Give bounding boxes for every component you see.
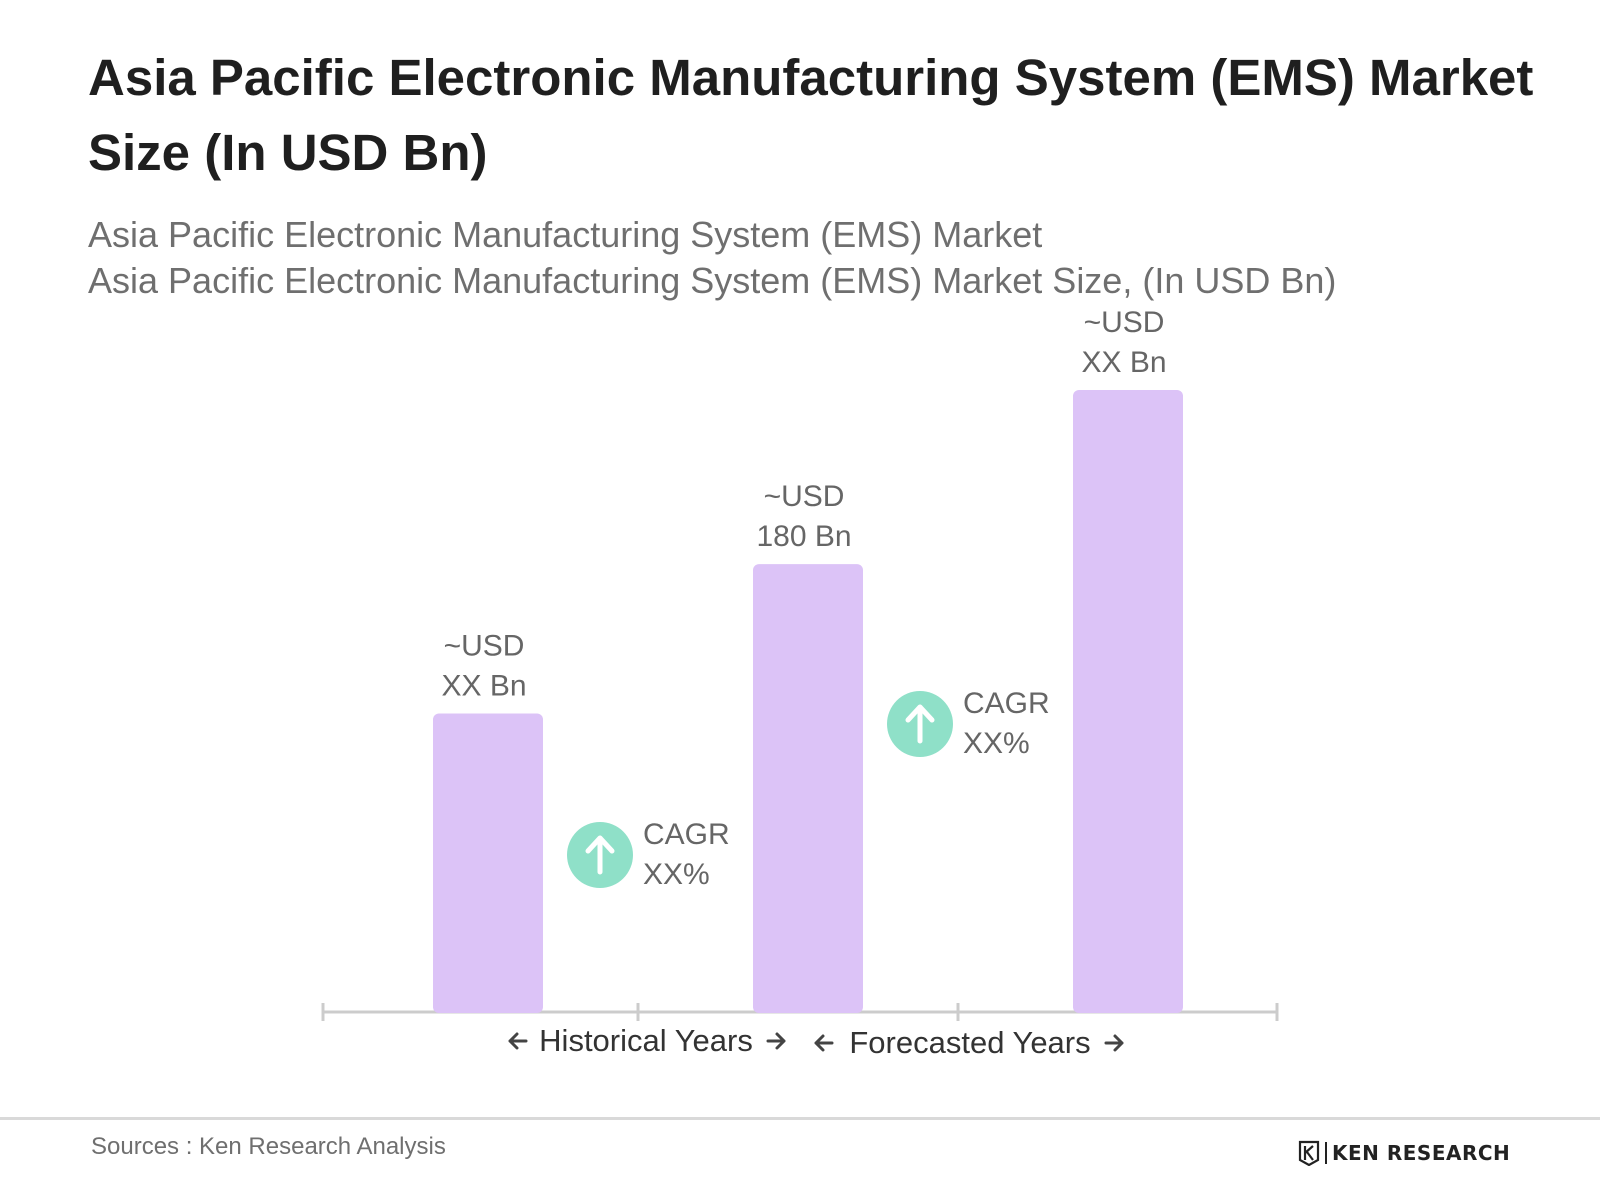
bar-3-value-label-line-1: ~USD bbox=[1084, 306, 1165, 339]
cagr-2-label: CAGR bbox=[963, 687, 1050, 720]
bar-1-value-label-line-1: ~USD bbox=[444, 629, 525, 662]
arrow-left-icon bbox=[508, 1032, 528, 1050]
arrow-up-icon bbox=[585, 835, 615, 875]
bar-1 bbox=[433, 713, 543, 1013]
arrow-right-icon bbox=[1104, 1034, 1124, 1052]
bar-1-value-label-line-2: XX Bn bbox=[441, 669, 526, 702]
period-label-1: Historical Years bbox=[539, 1023, 753, 1058]
brand-logo: KEN RESEARCH bbox=[1298, 1138, 1510, 1168]
bar-2-value-label-line-1: ~USD bbox=[764, 480, 845, 513]
brand-name: KEN RESEARCH bbox=[1332, 1141, 1511, 1165]
ken-research-logo-icon bbox=[1298, 1140, 1320, 1166]
arrow-left-icon bbox=[814, 1034, 834, 1052]
bar-2 bbox=[753, 564, 863, 1013]
chart-title: Asia Pacific Electronic Manufacturing Sy… bbox=[88, 49, 1534, 181]
cagr-2-value: XX% bbox=[963, 727, 1030, 760]
cagr-annotation-1: CAGR XX% bbox=[567, 818, 730, 891]
cagr-1-value: XX% bbox=[643, 858, 710, 891]
period-label-2: Forecasted Years bbox=[849, 1025, 1090, 1060]
cagr-annotation-2: CAGR XX% bbox=[887, 687, 1050, 760]
bar-3-value-label-line-2: XX Bn bbox=[1081, 346, 1166, 379]
arrow-right-icon bbox=[766, 1032, 786, 1050]
brand-separator bbox=[1325, 1142, 1327, 1164]
cagr-1-label: CAGR bbox=[643, 818, 730, 851]
chart-subtitle-2: Asia Pacific Electronic Manufacturing Sy… bbox=[88, 260, 1337, 301]
bar-2-value-label-line-2: 180 Bn bbox=[756, 520, 851, 553]
bar-3 bbox=[1073, 390, 1183, 1013]
arrow-up-icon bbox=[905, 704, 935, 744]
source-note: Sources : Ken Research Analysis bbox=[91, 1133, 446, 1160]
footer-divider bbox=[0, 1117, 1600, 1120]
chart-subtitle-1: Asia Pacific Electronic Manufacturing Sy… bbox=[88, 214, 1043, 255]
